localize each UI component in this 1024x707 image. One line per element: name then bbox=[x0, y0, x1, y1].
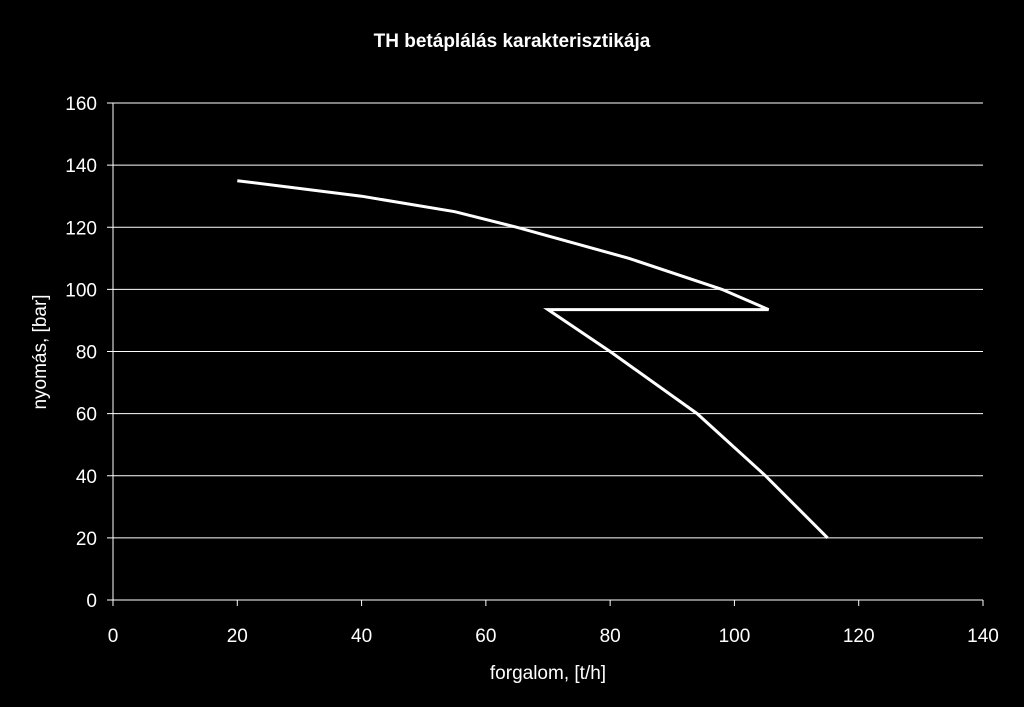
series-line-0 bbox=[237, 179, 829, 539]
y-tick-label-140: 140 bbox=[65, 156, 97, 177]
tick-labels: 0 20 40 60 80 100 120 140 160 0 20 40 60 80 100 120 140 bbox=[65, 94, 999, 647]
x-tick-label-40: 40 bbox=[351, 626, 372, 647]
x-tick-label-0: 0 bbox=[108, 626, 119, 647]
x-tick-label-100: 100 bbox=[719, 626, 751, 647]
y-tick-label-120: 120 bbox=[65, 218, 97, 239]
x-tick-label-120: 120 bbox=[843, 626, 875, 647]
x-tick-label-60: 60 bbox=[475, 626, 496, 647]
y-axis-title: nyomás, [bar] bbox=[30, 294, 51, 409]
x-tick-label-140: 140 bbox=[967, 626, 999, 647]
y-tick-label-40: 40 bbox=[76, 467, 97, 488]
y-tick-label-100: 100 bbox=[65, 280, 97, 301]
x-tick-label-80: 80 bbox=[600, 626, 621, 647]
axes bbox=[107, 102, 984, 606]
y-tick-label-160: 160 bbox=[65, 94, 97, 115]
y-tick-label-20: 20 bbox=[76, 529, 97, 550]
y-tick-label-0: 0 bbox=[86, 591, 97, 612]
chart-title: TH betáplálás karakterisztikája bbox=[374, 31, 651, 52]
y-tick-label-60: 60 bbox=[76, 405, 97, 426]
x-axis-title: forgalom, [t/h] bbox=[490, 663, 606, 684]
plot-series bbox=[237, 179, 829, 539]
y-tick-label-80: 80 bbox=[76, 343, 97, 364]
gridlines bbox=[113, 102, 983, 539]
x-tick-label-20: 20 bbox=[227, 626, 248, 647]
